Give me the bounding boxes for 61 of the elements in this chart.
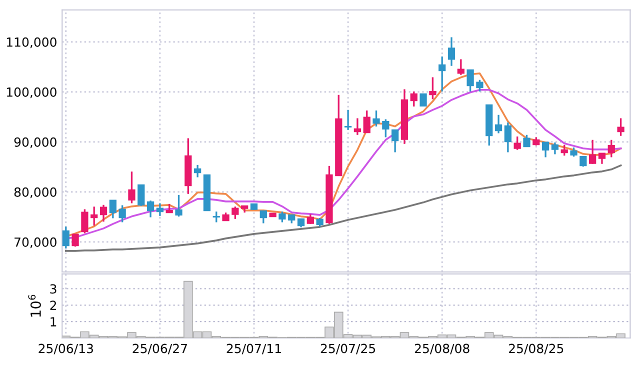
candlestick — [62, 226, 70, 250]
candlestick — [560, 144, 568, 156]
candlestick — [448, 36, 456, 67]
x-tick-label: 25/07/11 — [226, 344, 281, 354]
candlestick — [523, 134, 530, 148]
y-tick-label: 80,000 — [14, 187, 56, 198]
candlestick — [194, 164, 202, 178]
candlestick — [81, 208, 88, 234]
candlestick — [570, 146, 578, 158]
y-axis-title: 10$^{6}$ — [28, 294, 41, 317]
candlestick — [128, 170, 136, 204]
candlestick — [598, 152, 606, 165]
candlestick — [466, 69, 474, 92]
candlestick — [278, 210, 286, 224]
candlestick — [138, 184, 145, 207]
candlestick — [109, 199, 116, 220]
candlestick — [72, 233, 79, 248]
y-tick-label: 2 — [50, 300, 56, 310]
candlestick — [580, 156, 587, 168]
candlestick — [90, 206, 98, 226]
candlestick — [514, 136, 521, 151]
candlestick — [542, 141, 550, 158]
y-tick-label: 3 — [50, 284, 56, 294]
candlestick — [344, 109, 352, 131]
x-tick-label: 25/07/25 — [320, 344, 376, 354]
candlestick — [457, 58, 464, 76]
candlestick — [260, 210, 267, 224]
x-tick-label: 25/06/13 — [38, 344, 93, 354]
candlestick — [212, 210, 220, 224]
x-tick-label: 25/08/25 — [508, 344, 564, 354]
candlestick — [476, 79, 484, 92]
candlestick — [118, 204, 126, 224]
y-tick-label: 100,000 — [6, 87, 56, 98]
candlestick — [410, 90, 418, 108]
candlestick — [392, 129, 399, 154]
candlestick — [146, 200, 154, 218]
y-tick-label: 110,000 — [6, 37, 56, 48]
candlestick — [100, 204, 108, 222]
candlestick — [608, 139, 615, 158]
candlestick — [306, 213, 314, 225]
y-tick-label: 90,000 — [14, 137, 56, 148]
candlestick — [589, 139, 596, 165]
candlestick — [382, 118, 390, 138]
candlestick — [372, 110, 380, 128]
candlestick — [551, 142, 559, 156]
line-series — [64, 164, 622, 252]
candlestick — [354, 117, 362, 136]
candlestick — [617, 117, 624, 137]
candlestick — [494, 114, 502, 134]
candlestick — [429, 76, 436, 100]
candlestick — [232, 206, 239, 220]
x-tick-label: 25/06/27 — [132, 344, 187, 354]
candlestick — [175, 194, 182, 218]
candlestick — [504, 122, 512, 154]
y-tick-label: 70,000 — [14, 237, 56, 248]
y-tick-label: 1 — [50, 317, 56, 326]
candlestick — [438, 56, 446, 92]
candlestick — [156, 202, 164, 217]
candlestick — [363, 110, 370, 134]
candlestick — [420, 93, 427, 106]
x-tick-label: 25/08/08 — [414, 344, 470, 354]
